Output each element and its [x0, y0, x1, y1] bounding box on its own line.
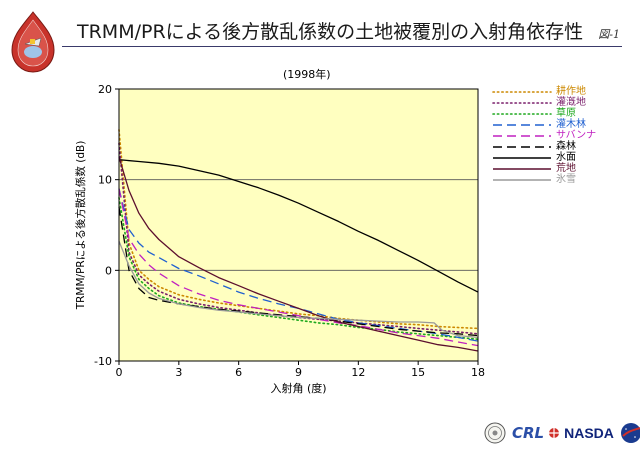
series-line — [118, 188, 479, 342]
series-line — [118, 156, 479, 352]
legend-item: 草原 — [492, 108, 632, 119]
series-line — [118, 188, 479, 347]
legend-swatch — [493, 134, 551, 137]
series-line — [118, 206, 479, 337]
series-line — [118, 129, 479, 330]
x-tick-label: 15 — [411, 366, 425, 379]
y-tick-label: 20 — [98, 83, 112, 96]
x-tick-label: 18 — [471, 366, 485, 379]
legend-label: 荒地 — [556, 163, 576, 174]
series-line — [118, 197, 479, 341]
y-tick-label: -10 — [94, 355, 112, 368]
x-tick-label: 0 — [116, 366, 123, 379]
crl-logo: CRL — [512, 424, 545, 442]
legend-swatch — [492, 112, 552, 115]
nasda-mark-icon — [549, 428, 560, 438]
legend-swatch — [493, 123, 551, 126]
nasda-logo: NASDA — [564, 425, 614, 441]
legend-item: 灌漑地 — [492, 97, 632, 108]
legend-item: 水面 — [492, 152, 632, 163]
legend-label: 水面 — [556, 152, 576, 163]
nasa-meatball-icon — [620, 423, 640, 443]
legend-swatch — [493, 156, 551, 159]
legend-item: 耕作地 — [492, 86, 632, 97]
y-axis-label: TRMM/PRによる後方散乱係数 (dB) — [74, 141, 87, 311]
page-title: TRMM/PRによる後方散乱係数の土地被覆別の入射角依存性 — [77, 21, 584, 43]
legend-swatch — [492, 101, 552, 104]
x-tick-label: 12 — [351, 366, 365, 379]
x-tick-label: 3 — [175, 366, 182, 379]
y-tick-label: 0 — [105, 264, 112, 277]
x-axis-label: 入射角 (度) — [270, 381, 326, 395]
y-tick-label: 10 — [98, 174, 112, 187]
legend-item: サバンナ — [492, 130, 632, 141]
x-tick-label: 9 — [295, 366, 302, 379]
legend-swatch — [493, 167, 551, 170]
legend-item: 氷雪 — [492, 174, 632, 185]
legend-item: 荒地 — [492, 163, 632, 174]
legend-item: 森林 — [492, 141, 632, 152]
legend-label: 耕作地 — [556, 86, 586, 97]
legend-item: 灌木林 — [492, 119, 632, 130]
footer-logos: CRL NASDA — [484, 420, 640, 446]
tropical-rainfall-mission-emblem-icon — [11, 11, 55, 73]
legend-label: 森林 — [556, 141, 576, 152]
chart-legend: 耕作地 灌漑地 草原 灌木林 サバンナ 森林 水面 荒地 氷雪 — [492, 86, 632, 185]
legend-swatch — [492, 90, 552, 93]
legend-label: 氷雪 — [556, 174, 576, 185]
series-line — [118, 241, 479, 339]
title-divider — [62, 46, 622, 47]
legend-label: サバンナ — [556, 130, 597, 141]
x-tick-label: 6 — [235, 366, 242, 379]
chart-title: (1998年) — [283, 68, 331, 81]
figure-number: 図-1 — [598, 28, 620, 41]
legend-swatch — [493, 145, 551, 148]
legend-label: 草原 — [556, 108, 576, 119]
legend-swatch — [493, 178, 551, 181]
seal-icon — [484, 422, 506, 444]
legend-label: 灌漑地 — [556, 97, 586, 108]
legend-label: 灌木林 — [556, 119, 586, 130]
series-line — [118, 159, 479, 293]
